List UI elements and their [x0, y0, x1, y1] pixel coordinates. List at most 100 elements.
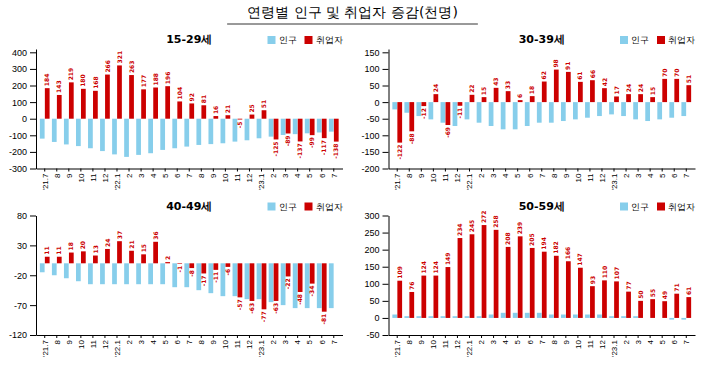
- y-tick-label: 30: [17, 241, 27, 251]
- x-tick-mark: [409, 169, 410, 172]
- title-underline: [227, 24, 478, 25]
- x-tick-label: 3: [489, 339, 498, 344]
- data-label: -88: [408, 133, 415, 144]
- legend-item: 인구: [620, 35, 649, 45]
- x-tick-mark: [469, 169, 470, 172]
- x-tick: 9: [417, 169, 426, 178]
- bar: [310, 119, 315, 135]
- data-label: 263: [128, 61, 135, 74]
- bar: [638, 301, 643, 318]
- x-tick-label: 8: [550, 339, 559, 344]
- y-tick-label: 100: [364, 279, 379, 289]
- x-tick: 9: [65, 169, 74, 178]
- x-tick-mark: [529, 169, 530, 172]
- legend: 인구취업자: [268, 35, 343, 45]
- bar: [513, 313, 518, 318]
- bar: [141, 254, 146, 263]
- x-tick-mark: [529, 335, 530, 338]
- x-tick-mark: [129, 335, 130, 338]
- bar: [561, 315, 566, 318]
- x-tick: 2: [269, 335, 278, 344]
- x-tick-label: '21.7: [41, 339, 50, 357]
- x-tick: 4: [293, 335, 302, 344]
- bar: [298, 263, 303, 292]
- x-tick: 9: [562, 169, 571, 178]
- bar: [489, 102, 494, 126]
- y-tick-mark: [30, 52, 36, 53]
- bar: [392, 102, 397, 109]
- y-tick-label: 0: [374, 97, 379, 107]
- x-tick-label: 12: [101, 173, 110, 182]
- bar: [392, 315, 397, 318]
- data-label: 258: [492, 215, 499, 228]
- x-tick-label: 2: [622, 339, 631, 344]
- bar: [465, 316, 470, 318]
- data-label: 143: [55, 80, 62, 93]
- x-tick-label: 11: [233, 339, 242, 348]
- x-tick-label: 7: [185, 173, 194, 178]
- bar: [57, 257, 62, 264]
- data-label: -1: [176, 266, 183, 273]
- x-tick: 5: [161, 335, 170, 344]
- x-tick: 2: [622, 169, 631, 178]
- bar: [148, 263, 153, 284]
- bar: [602, 280, 607, 318]
- x-tick-label: 7: [682, 339, 691, 344]
- x-tick: 4: [293, 169, 302, 178]
- y-tick-label: 100: [12, 97, 27, 107]
- y-tick: 100: [364, 279, 388, 289]
- x-tick-label: 11: [586, 339, 595, 348]
- y-tick-label: 100: [364, 64, 379, 74]
- data-label: -81: [320, 314, 327, 325]
- x-tick-label: 2: [477, 339, 486, 344]
- x-tick-mark: [225, 169, 226, 172]
- bar: [69, 253, 74, 264]
- legend-swatch: [657, 203, 665, 211]
- data-label: 66: [589, 70, 596, 78]
- x-tick-mark: [333, 169, 334, 172]
- legend-item: 인구: [620, 202, 649, 212]
- x-tick-label: '22.1: [113, 339, 122, 357]
- bar: [286, 263, 291, 276]
- bar: [681, 318, 686, 320]
- x-tick-mark: [116, 169, 117, 172]
- x-tick-mark: [674, 335, 675, 338]
- bar: [45, 257, 50, 264]
- x-tick-label: 12: [245, 173, 254, 182]
- data-label: 109: [396, 266, 403, 279]
- subplot-title: 15-29세: [166, 33, 212, 46]
- y-tick-mark: [30, 169, 36, 170]
- y-axis: -50050100150200250300: [364, 211, 389, 341]
- data-label: 104: [176, 87, 183, 100]
- bar: [322, 119, 327, 138]
- legend-item: 인구: [268, 35, 297, 45]
- y-tick-label: -300: [9, 164, 27, 174]
- y-tick-label: -150: [361, 147, 379, 157]
- data-label: 20: [79, 241, 86, 249]
- y-tick-label: 0: [22, 114, 27, 124]
- x-tick-label: 2: [125, 173, 134, 178]
- bar: [501, 102, 506, 129]
- data-label: 70: [661, 69, 668, 77]
- bar: [453, 316, 458, 318]
- bar: [257, 119, 262, 139]
- bar: [112, 119, 117, 155]
- data-label: -34: [308, 286, 315, 297]
- x-tick-mark: [68, 169, 69, 172]
- data-label: 37: [116, 231, 123, 239]
- y-tick-mark: [383, 135, 389, 136]
- x-tick-label: 2: [269, 339, 278, 344]
- x-tick-mark: [44, 335, 45, 338]
- bar: [165, 86, 170, 119]
- bar: [477, 102, 482, 123]
- x-tick: 10: [574, 335, 583, 349]
- bar: [482, 225, 487, 318]
- data-label: -69: [444, 127, 451, 138]
- data-label: 188: [152, 73, 159, 86]
- x-tick-label: 3: [137, 339, 146, 344]
- bar: [177, 101, 182, 118]
- x-tick-mark: [481, 335, 482, 338]
- y-tick-mark: [383, 119, 389, 120]
- x-tick-label: 4: [293, 173, 302, 178]
- bar: [129, 251, 134, 264]
